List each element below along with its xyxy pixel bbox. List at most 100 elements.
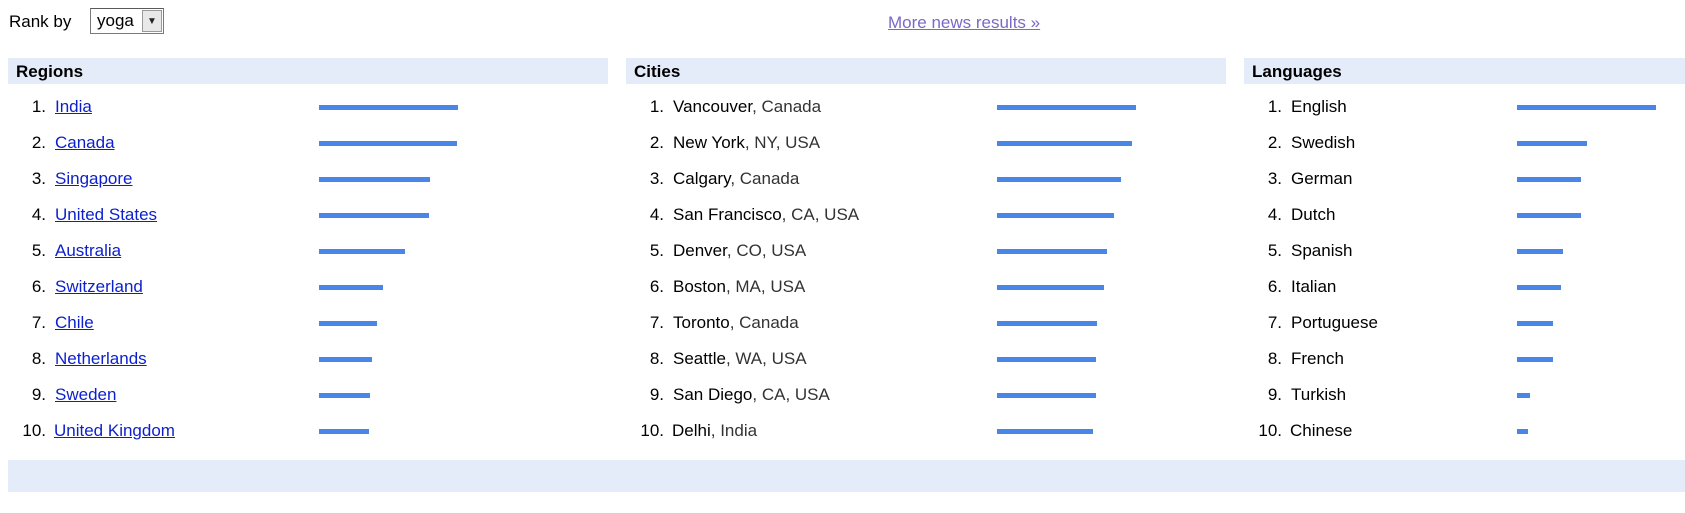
regions-bar: [319, 141, 457, 146]
regions-list-item: 4. United States: [8, 203, 608, 227]
languages-item-name: Italian: [1291, 275, 1336, 299]
languages-item-name: Spanish: [1291, 239, 1352, 263]
cities-list-item: 5. Denver, CO, USA: [626, 239, 1226, 263]
languages-bar: [1517, 105, 1656, 110]
item-location-text: , CO, USA: [726, 241, 807, 260]
rank-number: 5.: [1267, 241, 1282, 260]
regions-item-name[interactable]: Australia: [55, 239, 121, 263]
item-location-text: , Canada: [752, 97, 822, 116]
languages-list-item: 3. German: [1244, 167, 1685, 191]
rank-number: 7.: [31, 313, 46, 332]
languages-list-item: 9. Turkish: [1244, 383, 1685, 407]
regions-item-name[interactable]: Canada: [55, 131, 115, 155]
regions-item-name[interactable]: United States: [55, 203, 157, 227]
regions-item-name[interactable]: Netherlands: [55, 347, 147, 371]
regions-item-name[interactable]: Sweden: [55, 383, 116, 407]
item-name-text: Swedish: [1291, 133, 1356, 152]
languages-bar: [1517, 357, 1553, 362]
languages-item-name: French: [1291, 347, 1344, 371]
regions-bar: [319, 249, 405, 254]
languages-list-item: 2. Swedish: [1244, 131, 1685, 155]
cities-panel: Cities 1. Vancouver, Canada 2. New York, NY…: [626, 58, 1226, 440]
languages-bar: [1517, 285, 1561, 290]
rank-number: 6.: [649, 277, 664, 296]
rank-number: 4.: [649, 205, 664, 224]
item-location-text: , CA, USA: [752, 385, 830, 404]
regions-item-name[interactable]: Singapore: [55, 167, 133, 191]
item-name-text: Seattle: [673, 349, 726, 368]
region-link[interactable]: United States: [55, 205, 158, 224]
languages-list-item: 6. Italian: [1244, 275, 1685, 299]
languages-item-name: Dutch: [1291, 203, 1335, 227]
item-location-text: , CA, USA: [781, 205, 860, 224]
cities-bar: [997, 249, 1107, 254]
region-link[interactable]: India: [55, 97, 92, 116]
rank-number: 4.: [31, 205, 46, 224]
item-name-text: Spanish: [1291, 241, 1353, 260]
languages-bar: [1517, 177, 1581, 182]
regions-title: Regions: [8, 58, 608, 84]
cities-bar: [997, 429, 1093, 434]
regions-item-name[interactable]: Chile: [55, 311, 94, 335]
rank-number: 10.: [1258, 421, 1282, 440]
region-link[interactable]: United Kingdom: [54, 421, 175, 440]
item-name-text: New York: [673, 133, 745, 152]
item-name-text: San Francisco: [673, 205, 782, 224]
region-link[interactable]: Australia: [55, 241, 122, 260]
languages-list-item: 8. French: [1244, 347, 1685, 371]
item-name-text: Boston: [673, 277, 726, 296]
languages-bar: [1517, 141, 1587, 146]
region-link[interactable]: Canada: [55, 133, 115, 152]
rank-number: 2.: [1267, 133, 1282, 152]
rank-number: 6.: [1267, 277, 1282, 296]
rank-number: 3.: [31, 169, 46, 188]
more-news-results-link[interactable]: More news results »: [888, 13, 1041, 32]
item-location-text: , India: [710, 421, 758, 440]
cities-item-name: Calgary, Canada: [673, 167, 799, 191]
cities-list-item: 8. Seattle, WA, USA: [626, 347, 1226, 371]
regions-list-item: 8. Netherlands: [8, 347, 608, 371]
regions-item-name[interactable]: United Kingdom: [54, 419, 175, 443]
rank-number: 8.: [1267, 349, 1282, 368]
languages-item-name: German: [1291, 167, 1352, 191]
languages-title: Languages: [1244, 58, 1685, 84]
item-name-text: Portuguese: [1291, 313, 1378, 332]
rank-by-select[interactable]: yoga ▼: [90, 8, 164, 34]
chevron-down-icon[interactable]: ▼: [142, 10, 162, 32]
regions-item-name[interactable]: Switzerland: [55, 275, 143, 299]
cities-title: Cities: [626, 58, 1226, 84]
region-link[interactable]: Chile: [55, 313, 94, 332]
rank-number: 3.: [649, 169, 664, 188]
cities-list-item: 1. Vancouver, Canada: [626, 95, 1226, 119]
regions-panel: Regions 1. India 2. Canada 3. Singapore 4. Unit…: [8, 58, 608, 440]
item-name-text: Delhi: [672, 421, 711, 440]
regions-list-item: 7. Chile: [8, 311, 608, 335]
region-link[interactable]: Singapore: [55, 169, 133, 188]
rank-number: 9.: [1267, 385, 1282, 404]
rank-number: 5.: [31, 241, 46, 260]
regions-bar: [319, 105, 458, 110]
rank-number: 6.: [31, 277, 46, 296]
item-name-text: Italian: [1291, 277, 1337, 296]
regions-bar: [319, 321, 377, 326]
rank-number: 10.: [22, 421, 46, 440]
regions-bar: [319, 213, 429, 218]
regions-bar: [319, 393, 370, 398]
regions-list-item: 5. Australia: [8, 239, 608, 263]
rank-by-value: yoga: [97, 11, 134, 30]
regions-list-item: 2. Canada: [8, 131, 608, 155]
cities-list-item: 7. Toronto, Canada: [626, 311, 1226, 335]
rank-number: 1.: [31, 97, 46, 116]
languages-item-name: Portuguese: [1291, 311, 1378, 335]
cities-item-name: Boston, MA, USA: [673, 275, 805, 299]
region-link[interactable]: Sweden: [55, 385, 117, 404]
item-name-text: Denver: [673, 241, 727, 260]
item-location-text: , Canada: [729, 313, 799, 332]
regions-list-item: 3. Singapore: [8, 167, 608, 191]
regions-bar: [319, 357, 372, 362]
regions-item-name[interactable]: India: [55, 95, 92, 119]
region-link[interactable]: Netherlands: [55, 349, 147, 368]
region-link[interactable]: Switzerland: [55, 277, 143, 296]
rank-number: 1.: [1267, 97, 1282, 116]
cities-list-item: 9. San Diego, CA, USA: [626, 383, 1226, 407]
